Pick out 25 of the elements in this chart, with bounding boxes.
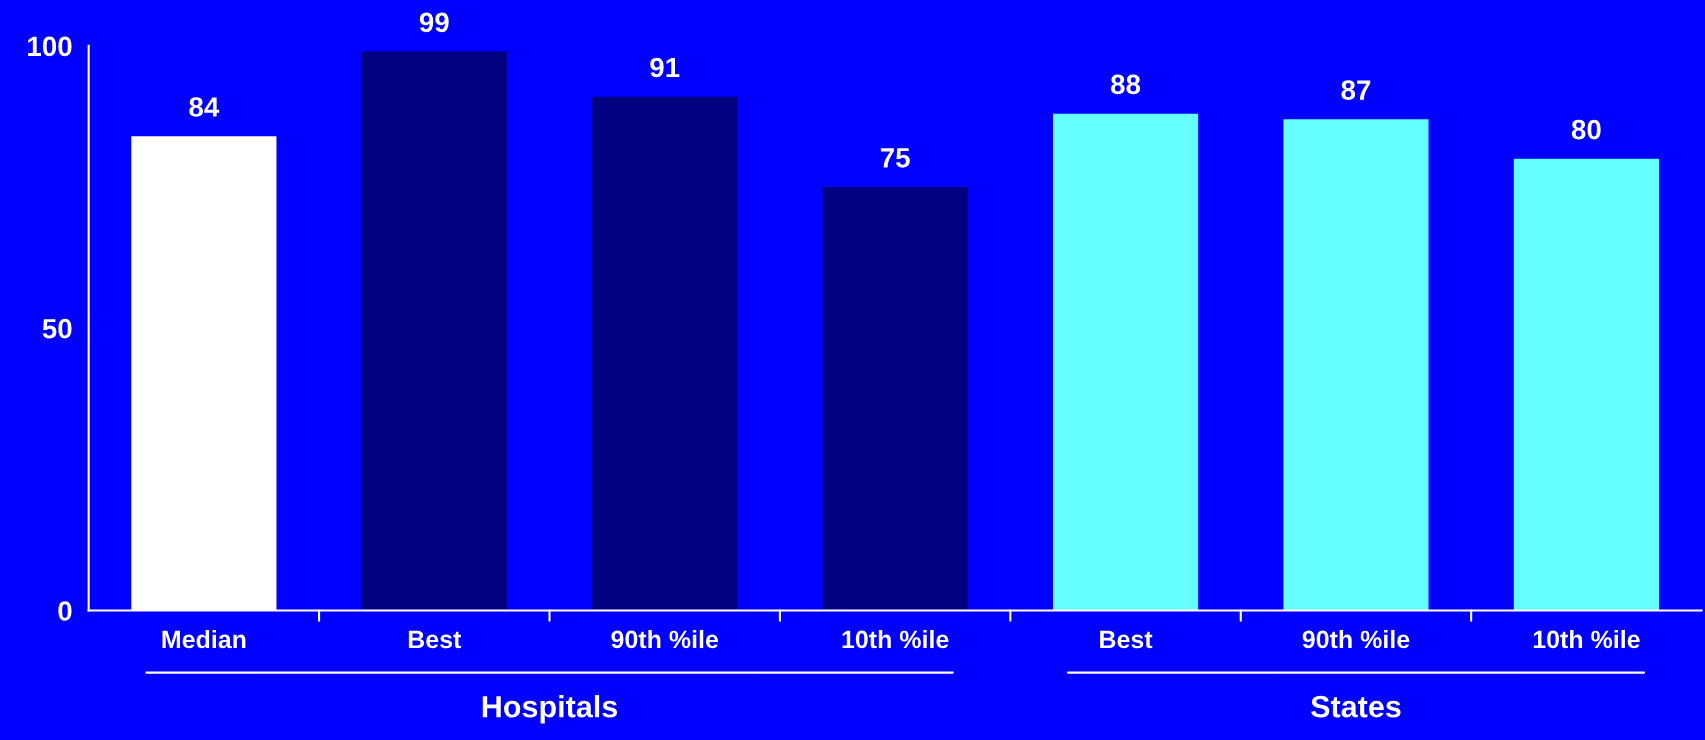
data-label: 84	[189, 97, 220, 117]
bar	[1283, 119, 1429, 611]
data-label: 75	[880, 148, 910, 168]
x-tick-label: 90th %ile	[611, 629, 719, 649]
y-tick-label: 100	[28, 36, 72, 57]
bar	[361, 51, 507, 611]
data-label: 99	[419, 12, 449, 33]
x-tick-label: Best	[1100, 630, 1153, 649]
bar	[1052, 113, 1199, 611]
text: Hospitals	[482, 695, 618, 724]
data-label: 88	[1110, 74, 1141, 95]
y-tick-label: 50	[42, 318, 72, 339]
x-tick-label: 10th %ile	[1533, 629, 1640, 649]
bar	[822, 187, 968, 611]
x-tick-label: 10th %ile	[842, 629, 949, 649]
bar	[592, 96, 738, 611]
x-tick-label: Best	[408, 630, 462, 649]
data-label: 80	[1571, 119, 1601, 140]
x-tick-label: 90th %ile	[1302, 629, 1410, 649]
data-label: 91	[650, 57, 680, 78]
x-tick-label: Median	[162, 629, 246, 649]
data-label: 87	[1341, 80, 1371, 100]
text: States	[1310, 695, 1401, 718]
y-tick-label: 0	[58, 601, 72, 621]
bar	[1513, 158, 1659, 611]
